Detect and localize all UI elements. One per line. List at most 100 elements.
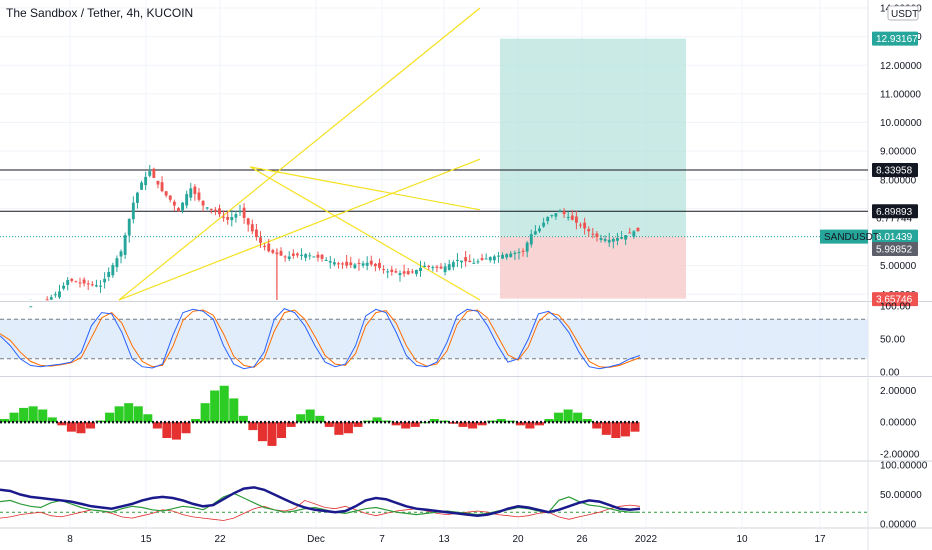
candle-body[interactable] xyxy=(181,202,184,211)
candle-body[interactable] xyxy=(468,260,472,263)
candle-body[interactable] xyxy=(234,214,238,218)
candle-body[interactable] xyxy=(558,211,562,213)
candle-body[interactable] xyxy=(410,271,414,273)
candle-body[interactable] xyxy=(78,282,82,284)
trendline[interactable] xyxy=(249,166,481,301)
candle-body[interactable] xyxy=(308,255,312,257)
candle-body[interactable] xyxy=(222,216,226,218)
candle-body[interactable] xyxy=(386,271,390,273)
candle-body[interactable] xyxy=(209,208,213,210)
candle-body[interactable] xyxy=(345,261,349,266)
candle-body[interactable] xyxy=(201,200,205,206)
candle-body[interactable] xyxy=(230,216,234,221)
candle-body[interactable] xyxy=(501,254,504,259)
candle-body[interactable] xyxy=(402,271,406,274)
candle-body[interactable] xyxy=(164,191,168,196)
candle-body[interactable] xyxy=(82,279,86,284)
candle-body[interactable] xyxy=(304,254,308,258)
candle-body[interactable] xyxy=(451,262,455,268)
candle-body[interactable] xyxy=(156,180,160,185)
candle-body[interactable] xyxy=(296,253,299,256)
candle-body[interactable] xyxy=(587,229,591,232)
candle-body[interactable] xyxy=(337,263,340,265)
candle-body[interactable] xyxy=(242,207,246,218)
candle-body[interactable] xyxy=(542,222,546,227)
adx-line[interactable] xyxy=(0,486,641,517)
candle-body[interactable] xyxy=(185,194,189,206)
candle-body[interactable] xyxy=(172,201,176,206)
candle-body[interactable] xyxy=(263,245,267,248)
candle-body[interactable] xyxy=(279,250,283,256)
candle-body[interactable] xyxy=(283,256,287,258)
candle-body[interactable] xyxy=(476,261,480,263)
candle-body[interactable] xyxy=(439,266,443,269)
candle-body[interactable] xyxy=(131,202,135,220)
candle-body[interactable] xyxy=(136,192,139,203)
candle-body[interactable] xyxy=(497,255,500,257)
stoch-k-line[interactable] xyxy=(0,308,641,370)
candle-body[interactable] xyxy=(189,188,193,198)
candle-body[interactable] xyxy=(414,269,418,274)
candle-body[interactable] xyxy=(521,250,525,252)
candle-body[interactable] xyxy=(123,235,127,255)
candle-body[interactable] xyxy=(226,216,230,220)
candle-body[interactable] xyxy=(550,215,554,217)
candle-body[interactable] xyxy=(378,262,381,268)
candle-body[interactable] xyxy=(353,264,357,269)
candle-body[interactable] xyxy=(45,299,49,301)
candle-body[interactable] xyxy=(53,294,57,296)
candle-body[interactable] xyxy=(492,256,496,261)
candle-body[interactable] xyxy=(464,257,468,262)
candle-body[interactable] xyxy=(595,233,599,238)
candle-body[interactable] xyxy=(554,213,558,217)
candle-body[interactable] xyxy=(177,208,180,212)
candle-body[interactable] xyxy=(29,306,33,308)
candle-body[interactable] xyxy=(566,216,570,218)
candle-body[interactable] xyxy=(168,195,172,200)
candle-body[interactable] xyxy=(246,218,250,225)
stoch-d-line[interactable] xyxy=(0,309,641,368)
candle-body[interactable] xyxy=(390,269,394,272)
candle-body[interactable] xyxy=(513,252,517,255)
candle-body[interactable] xyxy=(74,281,78,283)
candle-body[interactable] xyxy=(431,267,435,269)
candle-body[interactable] xyxy=(287,256,291,259)
trendline[interactable] xyxy=(118,7,481,301)
candle-body[interactable] xyxy=(94,285,98,287)
candle-body[interactable] xyxy=(382,269,386,271)
candle-body[interactable] xyxy=(369,260,373,265)
candle-body[interactable] xyxy=(525,242,529,252)
candle-body[interactable] xyxy=(574,216,578,223)
candle-body[interactable] xyxy=(562,211,566,215)
candle-body[interactable] xyxy=(546,216,550,222)
candle-body[interactable] xyxy=(197,192,201,200)
candle-body[interactable] xyxy=(406,271,410,275)
candle-body[interactable] xyxy=(99,285,102,287)
candle-body[interactable] xyxy=(267,243,271,252)
candle-body[interactable] xyxy=(148,171,152,176)
candle-body[interactable] xyxy=(624,235,628,240)
candle-body[interactable] xyxy=(443,266,447,273)
candle-body[interactable] xyxy=(320,254,324,259)
candle-body[interactable] xyxy=(616,237,619,241)
candle-body[interactable] xyxy=(636,227,640,232)
candle-body[interactable] xyxy=(591,233,595,235)
candle-body[interactable] xyxy=(365,262,369,266)
candle-body[interactable] xyxy=(419,267,422,272)
candle-body[interactable] xyxy=(70,278,74,281)
candle-body[interactable] xyxy=(58,291,61,298)
candle-body[interactable] xyxy=(607,239,611,243)
candle-body[interactable] xyxy=(361,263,365,266)
candle-body[interactable] xyxy=(152,168,156,178)
candle-body[interactable] xyxy=(398,273,402,276)
candle-body[interactable] xyxy=(250,224,254,232)
trendline[interactable] xyxy=(250,166,481,211)
candle-body[interactable] xyxy=(579,224,582,226)
candle-body[interactable] xyxy=(193,186,197,195)
candle-body[interactable] xyxy=(509,253,513,257)
candle-body[interactable] xyxy=(349,262,353,266)
candle-body[interactable] xyxy=(341,263,344,265)
candle-body[interactable] xyxy=(456,259,459,261)
candle-body[interactable] xyxy=(394,271,398,273)
candle-body[interactable] xyxy=(611,238,615,242)
